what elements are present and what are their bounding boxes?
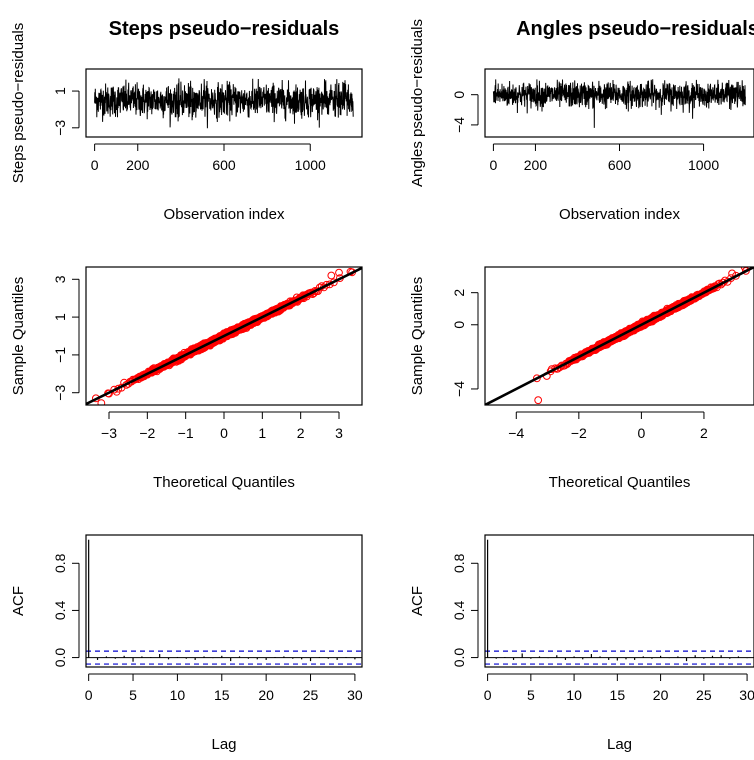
x-tick-label: 20: [653, 687, 669, 703]
plot-area: [485, 539, 754, 665]
x-tick-label: 0: [220, 425, 228, 441]
qq-point: [327, 271, 336, 280]
plot-frame: [484, 68, 754, 138]
x-tick-label: 30: [347, 687, 363, 703]
x-tick-label: −3: [101, 425, 117, 441]
plot-frame: [85, 534, 363, 668]
y-tick-label: −4: [451, 381, 467, 397]
y-tick-label: −3: [52, 120, 68, 136]
panel-steps-acf: 0 5 10 15 20 25 30 0.0 0.4 0.8 Lag ACF: [10, 534, 363, 753]
y-tick-label: 0.0: [451, 648, 467, 668]
y-tick-label: 3: [52, 275, 68, 283]
x-tick-label: 25: [696, 687, 712, 703]
y-tick-label: 2: [451, 289, 467, 297]
x-tick-label: 20: [258, 687, 274, 703]
x-tick-label: 600: [212, 157, 236, 173]
y-axis-label: Angles pseudo−residuals: [409, 19, 426, 187]
panel-title: Angles pseudo−residuals: [516, 18, 754, 40]
y-tick-label: 0.4: [52, 600, 68, 620]
x-tick-label: 200: [126, 157, 150, 173]
y-tick-label: 0.8: [451, 553, 467, 573]
plot-area: [492, 79, 746, 128]
x-tick-label: −1: [178, 425, 194, 441]
x-tick-label: −2: [571, 425, 587, 441]
plot-frame: [484, 266, 754, 406]
panel-steps-qq: −3 −2 −1 0 1 2 3 −3 −1 1 3 Theoretical Quantiles Sam…: [10, 266, 363, 491]
y-axis-label: ACF: [409, 586, 426, 616]
residual-series-line: [94, 78, 354, 129]
plot-frame: [85, 68, 363, 138]
x-tick-label: 1000: [688, 157, 719, 173]
x-tick-label: −2: [139, 425, 155, 441]
y-axis-label: ACF: [10, 586, 27, 616]
x-tick-label: 5: [527, 687, 535, 703]
x-tick-label: 30: [739, 687, 754, 703]
qq-point: [97, 399, 106, 405]
x-axis-label: Theoretical Quantiles: [153, 474, 295, 491]
qq-reference-line: [485, 267, 754, 405]
plot-frame: [85, 266, 363, 406]
x-tick-label: 10: [170, 687, 186, 703]
x-tick-label: 0: [490, 157, 498, 173]
x-tick-label: −4: [508, 425, 524, 441]
y-tick-label: 1: [52, 87, 68, 95]
y-axis-label: Sample Quantiles: [409, 277, 426, 395]
y-tick-label: −1: [52, 347, 68, 363]
qq-point: [534, 396, 543, 405]
qq-point: [335, 268, 343, 277]
x-tick-label: 2: [297, 425, 305, 441]
y-tick-label: 0.4: [451, 600, 467, 620]
x-tick-label: 1: [258, 425, 266, 441]
y-tick-label: 0.8: [52, 553, 68, 573]
plot-area: [86, 267, 362, 405]
plot-frame: [484, 534, 754, 668]
x-tick-label: 0: [91, 157, 99, 173]
x-axis-label: Observation index: [164, 206, 285, 223]
y-axis-label: Steps pseudo−residuals: [10, 23, 27, 184]
y-tick-label: 1: [52, 313, 68, 321]
x-tick-label: 25: [303, 687, 319, 703]
x-axis-label: Observation index: [559, 206, 680, 223]
x-tick-label: 15: [610, 687, 626, 703]
x-tick-label: 200: [524, 157, 548, 173]
y-tick-label: 0: [451, 321, 467, 329]
plot-area: [86, 539, 362, 665]
y-tick-label: −3: [52, 385, 68, 401]
panel-title: Steps pseudo−residuals: [109, 18, 340, 40]
y-tick-label: −4: [451, 117, 467, 133]
residual-series-line: [492, 79, 746, 128]
x-tick-label: 600: [608, 157, 632, 173]
qq-point: [719, 278, 727, 287]
x-tick-label: 0: [484, 687, 492, 703]
x-tick-label: 0: [637, 425, 645, 441]
x-axis-label: Theoretical Quantiles: [549, 474, 691, 491]
y-axis-label: Sample Quantiles: [10, 277, 27, 395]
x-axis-label: Lag: [211, 736, 236, 753]
panel-steps-ts: 0 200 600 1000 −3 1 Observation index Steps pse…: [10, 18, 363, 223]
x-tick-label: 1000: [295, 157, 326, 173]
x-tick-label: 15: [214, 687, 230, 703]
x-tick-label: 2: [700, 425, 708, 441]
x-axis-label: Lag: [607, 736, 632, 753]
x-tick-label: 3: [335, 425, 343, 441]
y-tick-label: 0.0: [52, 648, 68, 668]
panel-angles-qq: −4 −2 0 2 −4 0 2 Theoretical Quantiles Sample Qu…: [409, 266, 754, 491]
panel-angles-ts: 0 200 600 1000 −4 0 Observation index Angles ps…: [409, 18, 754, 223]
x-tick-label: 0: [85, 687, 93, 703]
panel-angles-acf: 0 5 10 15 20 25 30 0.0 0.4 0.8 Lag ACF: [409, 534, 754, 753]
qq-reference-line: [86, 267, 362, 405]
plot-area: [485, 267, 754, 405]
y-tick-label: 0: [451, 91, 467, 99]
x-tick-label: 5: [129, 687, 137, 703]
plot-area: [94, 78, 354, 129]
qq-point: [533, 374, 541, 383]
x-tick-label: 10: [566, 687, 582, 703]
